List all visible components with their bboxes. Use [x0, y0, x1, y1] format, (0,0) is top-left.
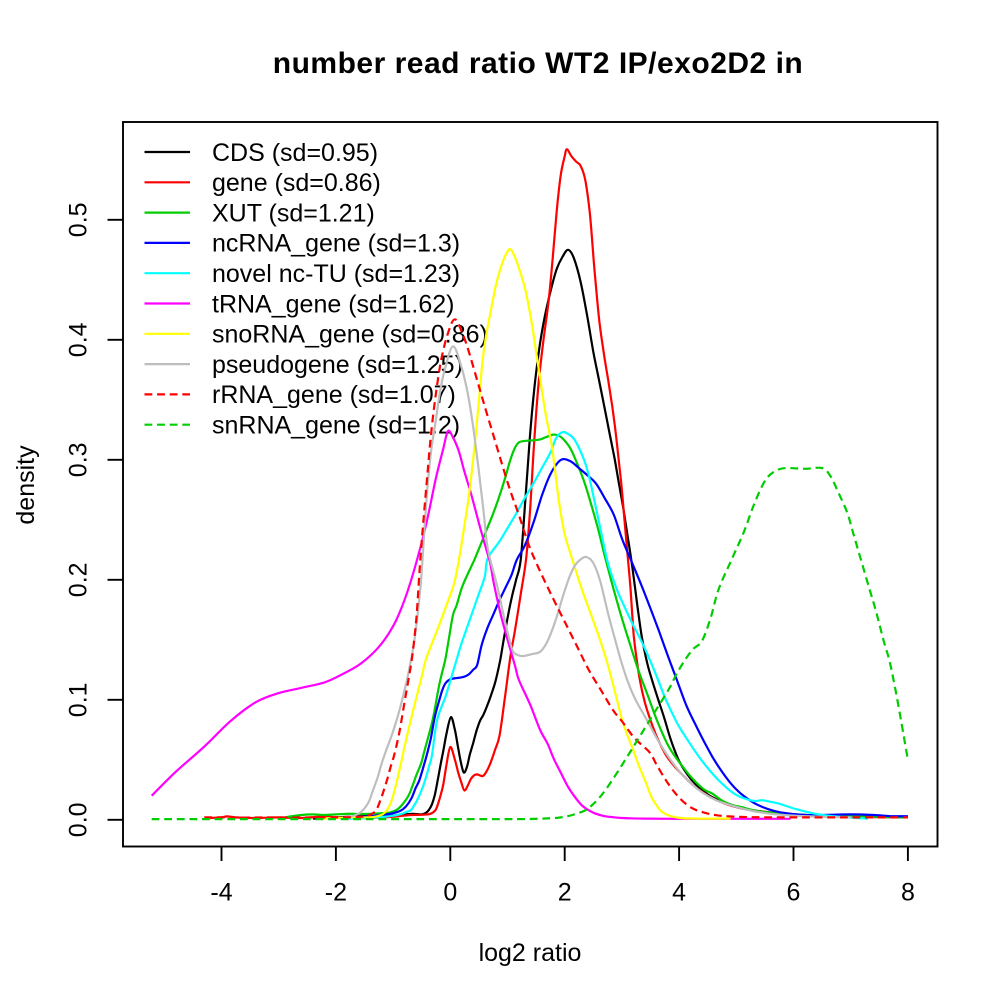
svg-text:pseudogene (sd=1.25): pseudogene (sd=1.25) — [212, 351, 463, 379]
svg-text:0.1: 0.1 — [65, 682, 93, 717]
svg-text:rRNA_gene (sd=1.07): rRNA_gene (sd=1.07) — [212, 381, 456, 409]
svg-text:snoRNA_gene (sd=0.86): snoRNA_gene (sd=0.86) — [212, 321, 488, 349]
svg-text:0: 0 — [443, 879, 457, 907]
svg-text:0.4: 0.4 — [65, 322, 93, 357]
svg-text:tRNA_gene (sd=1.62): tRNA_gene (sd=1.62) — [212, 290, 455, 318]
svg-text:0.0: 0.0 — [65, 802, 93, 837]
svg-text:-2: -2 — [325, 879, 347, 907]
svg-text:0.5: 0.5 — [65, 202, 93, 237]
svg-text:4: 4 — [672, 879, 686, 907]
svg-text:6: 6 — [787, 879, 801, 907]
svg-text:0.2: 0.2 — [65, 562, 93, 597]
svg-text:8: 8 — [901, 879, 915, 907]
svg-text:XUT (sd=1.21): XUT (sd=1.21) — [212, 199, 375, 227]
svg-text:novel nc-TU (sd=1.23): novel nc-TU (sd=1.23) — [212, 260, 460, 288]
svg-text:number read ratio WT2 IP/exo2D: number read ratio WT2 IP/exo2D2 in — [273, 47, 803, 80]
svg-text:0.3: 0.3 — [65, 442, 93, 477]
svg-text:CDS (sd=0.95): CDS (sd=0.95) — [212, 139, 378, 167]
svg-text:2: 2 — [558, 879, 572, 907]
svg-text:snRNA_gene (sd=1.2): snRNA_gene (sd=1.2) — [212, 412, 460, 440]
svg-text:ncRNA_gene (sd=1.3): ncRNA_gene (sd=1.3) — [212, 230, 460, 258]
svg-text:density: density — [12, 445, 40, 525]
svg-text:log2 ratio: log2 ratio — [479, 939, 582, 967]
svg-text:-4: -4 — [210, 879, 232, 907]
svg-text:gene (sd=0.86): gene (sd=0.86) — [212, 169, 381, 197]
